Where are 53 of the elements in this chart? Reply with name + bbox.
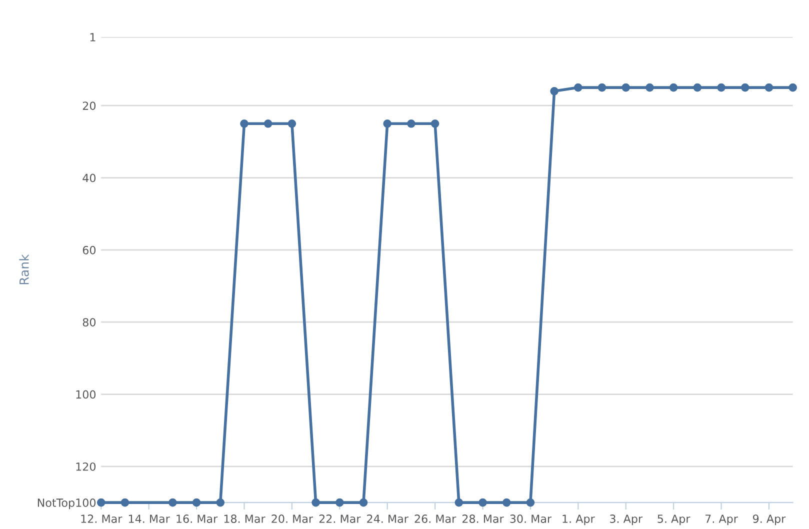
- point: [622, 83, 630, 92]
- point: [264, 119, 272, 128]
- point: [120, 498, 130, 507]
- y-tick-label: 40: [82, 174, 96, 182]
- y-axis-title: Rank: [19, 254, 29, 284]
- x-tick-label: 5. Apr: [658, 514, 690, 526]
- point: [288, 119, 296, 128]
- point: [717, 83, 726, 92]
- x-tick-label: 30. Mar: [510, 514, 552, 523]
- x-tick-label: 3. Apr: [610, 514, 643, 526]
- point: [598, 83, 606, 92]
- x-tick-label: 28. Mar: [462, 514, 504, 523]
- point: [693, 83, 702, 92]
- point: [478, 498, 487, 507]
- y-tick-label: NotTop100: [38, 498, 96, 510]
- y-tick-label: 1: [90, 33, 96, 42]
- x-tick-label: 14. Mar: [128, 514, 170, 523]
- point: [335, 498, 344, 507]
- point: [312, 498, 320, 507]
- x-tick-label: 18. Mar: [224, 514, 266, 523]
- y-tick-label: 80: [82, 318, 96, 326]
- x-tick-label: 12. Mar: [81, 514, 122, 523]
- x-tick-label: 16. Mar: [176, 514, 218, 523]
- point: [96, 498, 106, 507]
- point: [192, 498, 201, 507]
- point: [646, 83, 654, 92]
- y-tick-label: 100: [76, 390, 96, 399]
- point: [740, 83, 750, 92]
- point: [430, 119, 440, 128]
- point: [383, 119, 392, 128]
- x-tick-label: 1. Apr: [562, 514, 595, 526]
- point: [216, 498, 225, 507]
- y-tick-label: 120: [76, 462, 96, 471]
- point: [240, 119, 248, 128]
- x-tick-label: 26. Mar: [414, 514, 456, 523]
- point: [764, 83, 774, 92]
- point: [669, 83, 678, 92]
- x-tick-label: 22. Mar: [319, 514, 361, 523]
- point: [407, 119, 416, 128]
- x-tick-label: 9. Apr: [752, 514, 786, 526]
- point: [454, 498, 464, 507]
- x-tick-label: 24. Mar: [367, 514, 408, 523]
- point: [502, 498, 511, 507]
- x-tick-label: 20. Mar: [272, 514, 314, 523]
- y-tick-label: 60: [82, 246, 96, 254]
- point: [550, 86, 558, 96]
- point: [526, 498, 535, 507]
- x-tick-label: 7. Apr: [706, 514, 738, 526]
- point: [359, 498, 368, 507]
- point: [574, 83, 582, 92]
- point: [168, 498, 177, 507]
- point: [788, 83, 797, 92]
- y-tick-label: 20: [82, 102, 96, 110]
